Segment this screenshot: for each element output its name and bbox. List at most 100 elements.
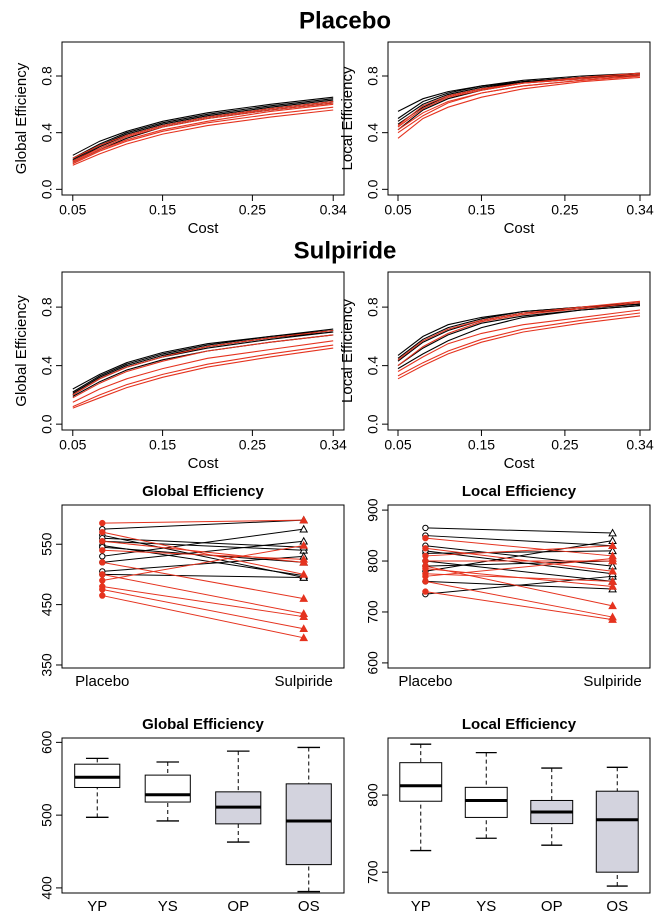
x-tick-label: 0.34 xyxy=(320,202,347,218)
series-line xyxy=(72,347,334,409)
pair-line xyxy=(425,540,613,572)
y-tick-label: 550 xyxy=(39,532,55,556)
pair-line xyxy=(425,527,613,534)
pair-line xyxy=(102,519,304,530)
pair-line xyxy=(425,568,613,587)
x-tick-label: OS xyxy=(606,898,628,915)
series-line xyxy=(397,76,641,139)
series-line xyxy=(72,100,334,159)
y-tick-label: 600 xyxy=(39,730,55,754)
y-axis-label: Global Efficiency xyxy=(13,62,30,174)
y-tick-label: 900 xyxy=(365,498,381,522)
plot-frame xyxy=(61,271,345,431)
pair-line xyxy=(102,544,304,581)
series-line xyxy=(72,96,334,156)
pair-line xyxy=(425,547,613,572)
series-line xyxy=(72,102,334,162)
series-line xyxy=(72,334,334,399)
y-tick-label: 0.0 xyxy=(39,414,55,434)
x-tick-label: 0.05 xyxy=(59,437,86,453)
x-tick-label: Placebo xyxy=(398,673,452,690)
point xyxy=(422,552,429,560)
x-tick-label: OP xyxy=(227,898,249,915)
point xyxy=(608,566,617,575)
x-tick-label: 0.15 xyxy=(468,202,495,218)
series-line xyxy=(72,344,334,408)
point xyxy=(299,557,309,566)
panel-title: Global Efficiency xyxy=(142,483,264,500)
x-tick-label: 0.15 xyxy=(149,437,176,453)
x-tick-label: 0.05 xyxy=(59,202,86,218)
panel-title: Global Efficiency xyxy=(142,716,264,733)
y-tick-label: 350 xyxy=(39,653,55,677)
pair-line xyxy=(425,560,613,582)
series-line xyxy=(397,300,641,361)
y-tick-label: 0.4 xyxy=(365,123,381,143)
series-line xyxy=(397,315,641,380)
x-tick-label: YS xyxy=(158,898,178,915)
series-line xyxy=(72,106,334,165)
point xyxy=(608,528,617,537)
x-axis-label: Cost xyxy=(188,220,220,237)
x-tick-label: Sulpiride xyxy=(275,673,333,690)
series-line xyxy=(397,305,641,370)
x-tick-label: 0.15 xyxy=(468,437,495,453)
point xyxy=(299,594,309,602)
x-tick-label: OP xyxy=(541,898,563,915)
y-tick-label: 0.0 xyxy=(365,179,381,199)
panel-title: Local Efficiency xyxy=(462,483,577,500)
pair-line xyxy=(102,534,304,578)
point xyxy=(99,528,106,536)
box xyxy=(144,774,191,803)
point xyxy=(422,588,429,595)
y-tick-label: 0.0 xyxy=(365,414,381,434)
point xyxy=(99,538,106,545)
point xyxy=(299,540,309,549)
point xyxy=(99,586,106,593)
series-line xyxy=(72,329,334,396)
point xyxy=(422,557,429,565)
pair-line xyxy=(425,557,613,577)
point xyxy=(608,601,617,610)
x-axis-label: Cost xyxy=(504,220,536,237)
section-heading: Placebo xyxy=(299,7,391,34)
y-tick-label: 0.8 xyxy=(365,66,381,86)
y-tick-label: 0.4 xyxy=(39,123,55,143)
point xyxy=(299,612,309,620)
pair-line xyxy=(102,595,304,639)
point xyxy=(422,524,429,532)
pair-line xyxy=(102,555,304,572)
y-tick-label: 0.0 xyxy=(39,179,55,199)
point xyxy=(299,624,309,633)
y-tick-label: 0.8 xyxy=(39,297,55,317)
point xyxy=(608,553,617,562)
pair-line xyxy=(102,586,304,618)
y-tick-label: 500 xyxy=(39,803,55,827)
y-tick-label: 0.4 xyxy=(365,356,381,376)
x-tick-label: 0.25 xyxy=(551,202,578,218)
series-line xyxy=(72,331,334,396)
x-tick-label: Sulpiride xyxy=(583,673,641,690)
series-line xyxy=(397,75,641,119)
x-tick-label: 0.25 xyxy=(239,202,266,218)
point xyxy=(99,571,106,578)
y-tick-label: 450 xyxy=(39,593,55,617)
x-tick-label: 0.05 xyxy=(384,437,411,453)
y-axis-label: Local Efficiency xyxy=(339,299,356,403)
series-line xyxy=(72,340,334,403)
x-tick-label: 0.25 xyxy=(239,437,266,453)
x-tick-label: 0.34 xyxy=(320,437,347,453)
point xyxy=(299,524,309,533)
y-tick-label: 400 xyxy=(39,876,55,900)
pair-line xyxy=(102,540,304,563)
x-tick-label: 0.25 xyxy=(551,437,578,453)
pair-line xyxy=(425,560,613,567)
box xyxy=(464,786,508,818)
point xyxy=(299,569,309,578)
point xyxy=(99,553,106,560)
point xyxy=(99,547,106,554)
pair-line xyxy=(425,537,613,557)
series-line xyxy=(72,103,334,163)
y-tick-label: 0.4 xyxy=(39,356,55,376)
x-tick-label: 0.34 xyxy=(626,437,653,453)
